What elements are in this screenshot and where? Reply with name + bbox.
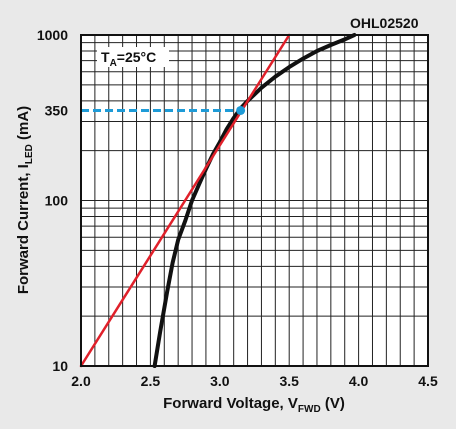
y-tick-label: 350 [45, 102, 69, 118]
y-tick-label: 1000 [37, 27, 68, 43]
x-tick-label: 3.5 [279, 373, 299, 389]
tick-labels: 2.0 2.5 3.0 3.5 4.0 4.5 10 100 350 1000 [37, 27, 438, 389]
marker-point [236, 105, 246, 115]
temperature-annotation: TA=25°C [101, 49, 156, 69]
plot-frame [80, 34, 429, 367]
x-tick-label: 2.5 [141, 373, 161, 389]
y-tick-label: 10 [52, 358, 68, 374]
annotation-bg [97, 47, 169, 67]
x-tick-label: 2.0 [71, 373, 91, 389]
marker-layer [81, 105, 246, 115]
x-axis-title: Forward Voltage, VFWD (V) [163, 395, 345, 415]
series-line-reference [79, 33, 291, 368]
grid [80, 34, 429, 367]
y-tick-label: 100 [45, 193, 69, 209]
series-layer [79, 33, 357, 368]
x-tick-label: 3.0 [210, 373, 230, 389]
x-tick-label: 4.0 [349, 373, 369, 389]
y-axis-title: Forward Current, ILED (mA) [15, 106, 35, 294]
x-tick-label: 4.5 [418, 373, 438, 389]
series-line-characteristic [152, 33, 357, 368]
diagram-code-label: OHL02520 [350, 15, 419, 31]
